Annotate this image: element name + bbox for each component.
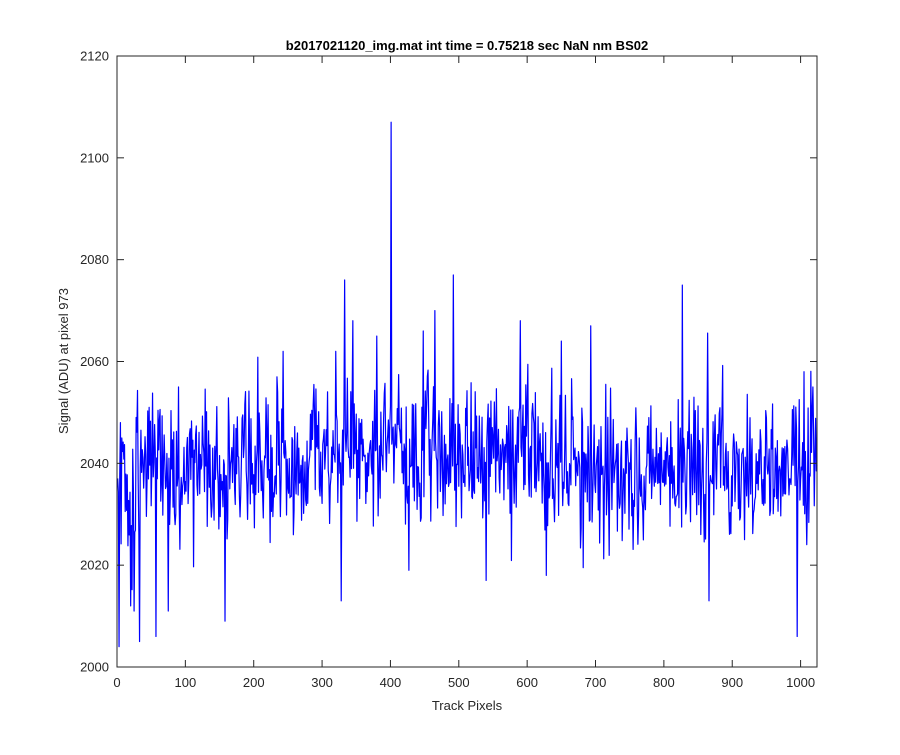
chart-title: b2017021120_img.mat int time = 0.75218 s…: [286, 38, 648, 53]
x-tick-label: 0: [113, 675, 120, 690]
x-tick-label: 500: [448, 675, 470, 690]
x-tick-label: 300: [311, 675, 333, 690]
y-tick-label: 2120: [80, 49, 109, 64]
y-tick-label: 2100: [80, 150, 109, 165]
x-axis-title: Track Pixels: [432, 698, 503, 713]
y-tick-label: 2080: [80, 252, 109, 267]
x-tick-label: 700: [585, 675, 607, 690]
x-tick-label: 600: [516, 675, 538, 690]
x-tick-label: 1000: [786, 675, 815, 690]
x-tick-label: 800: [653, 675, 675, 690]
y-tick-label: 2060: [80, 354, 109, 369]
x-tick-label: 200: [243, 675, 265, 690]
y-axis-title: Signal (ADU) at pixel 973: [56, 288, 71, 434]
y-tick-label: 2040: [80, 456, 109, 471]
plot-area-background: [117, 56, 817, 667]
x-tick-label: 400: [380, 675, 402, 690]
x-tick-label: 100: [175, 675, 197, 690]
x-tick-label: 900: [721, 675, 743, 690]
signal-series-line: [117, 121, 818, 648]
y-axis: 2000 2020 2040 2060 2080 2100 2120: [80, 49, 817, 675]
series-layer: [117, 121, 818, 648]
y-tick-label: 2000: [80, 660, 109, 675]
y-tick-label: 2020: [80, 558, 109, 573]
x-axis: 0 100 200 300 400 500 600 700 800 900 1000: [113, 56, 815, 690]
